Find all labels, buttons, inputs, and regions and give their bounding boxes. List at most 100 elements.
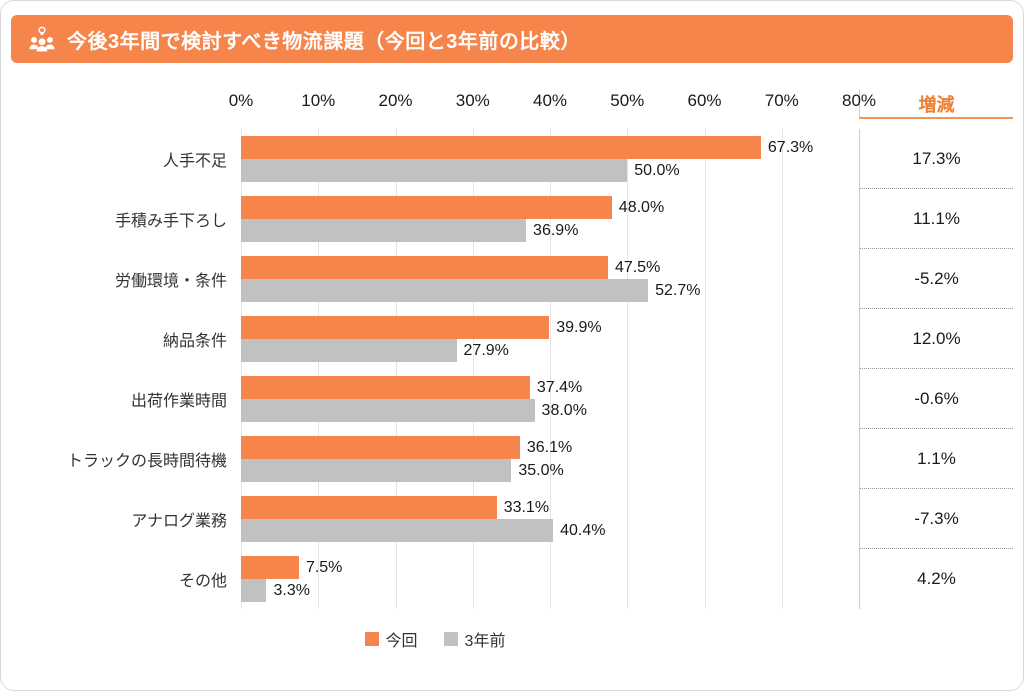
bar-previous (241, 219, 527, 242)
bar-value-label: 36.9% (533, 221, 579, 239)
bar-value-label: 39.9% (556, 318, 602, 336)
legend-swatch (443, 632, 458, 646)
gridline (627, 129, 629, 609)
bar-pair: 39.9% 27.9% (241, 309, 859, 369)
gridline (472, 129, 474, 609)
x-axis-tick: 40% (532, 91, 568, 110)
bar-pair: 7.5% 3.3% (241, 549, 859, 609)
bar-previous (241, 279, 649, 302)
x-axis-tick: 10% (301, 91, 336, 110)
bar-line: 48.0% (241, 196, 859, 219)
bar-value-label: 37.4% (536, 378, 583, 396)
change-value-label: -0.6% (914, 388, 959, 408)
bar-value-label: 38.0% (541, 401, 587, 419)
x-axis-tick: 70% (764, 91, 799, 110)
bar-current (241, 196, 612, 219)
bar-line: 36.1% (241, 436, 859, 459)
bar-value-label: 50.0% (634, 161, 680, 179)
bar-line: 52.7% (241, 279, 859, 302)
category-label: 手積み手下ろし (114, 213, 227, 230)
bar-value-label: 47.5% (614, 258, 661, 276)
legend-label: 3年前 (464, 633, 506, 650)
gridline (781, 129, 783, 609)
bar-value-label: 35.0% (518, 461, 564, 479)
bar-value-label: 33.1% (503, 498, 550, 516)
bar-line: 50.0% (241, 159, 859, 182)
bar-current (241, 496, 497, 519)
chart-row: 労働環境・条件 47.5% 52.7% -5.2% (11, 249, 1013, 309)
bar-line: 39.9% (241, 316, 859, 339)
change-value: 12.0% (859, 309, 1013, 369)
category-label: 出荷作業時間 (130, 393, 227, 410)
bar-value-label: 7.5% (305, 558, 343, 576)
legend-swatch (364, 632, 379, 646)
change-value-label: 12.0% (912, 328, 961, 348)
x-axis-tick: 30% (455, 91, 490, 110)
category-label: トラックの長時間待機 (66, 453, 227, 470)
x-axis: 0% 10% 20% 30% 40% 50% 60% 70% 80% (229, 89, 876, 119)
bar-current (241, 316, 550, 339)
bar-value-label: 48.0% (618, 198, 665, 216)
chart-row: 手積み手下ろし 48.0% 36.9% 11.1% (11, 189, 1013, 249)
bar-line: 33.1% (241, 496, 859, 519)
bar-previous (241, 519, 554, 542)
legend: 今回 3年前 (11, 627, 859, 651)
bar-value-label: 40.4% (560, 521, 606, 539)
gridline (318, 129, 320, 609)
chart-row: アナログ業務 33.1% 40.4% -7.3% (11, 489, 1013, 549)
chart-row: その他 7.5% 3.3% 4.2% (11, 549, 1013, 609)
bar-previous (241, 579, 267, 602)
change-value: 17.3% (859, 129, 1013, 189)
bar-value-label: 36.1% (526, 438, 573, 456)
legend-item: 3年前 (443, 627, 506, 651)
gridline (395, 129, 397, 609)
gridline (241, 129, 242, 609)
x-axis-row: 0% 10% 20% 30% 40% 50% 60% 70% 80% 増減 (11, 89, 1013, 119)
bar-value-label: 52.7% (655, 281, 701, 299)
category-label: 納品条件 (162, 333, 227, 350)
bar-line: 36.9% (241, 219, 859, 242)
category-label: 人手不足 (162, 153, 227, 170)
change-value-label: 1.1% (917, 448, 956, 468)
category-label: その他 (178, 573, 227, 590)
bar-current (241, 436, 520, 459)
change-value: 11.1% (859, 189, 1013, 249)
chart-title: 今後3年間で検討すべき物流課題（今回と3年前の比較） (67, 30, 581, 53)
change-value-label: 11.1% (913, 208, 960, 228)
bar-line: 47.5% (241, 256, 859, 279)
change-value-label: -5.2% (914, 268, 959, 288)
chart-row: 人手不足 67.3% 50.0% 17.3% (11, 129, 1013, 189)
change-value-label: 17.3% (912, 148, 961, 168)
legend-label: 今回 (385, 633, 418, 650)
bar-pair: 48.0% 36.9% (241, 189, 859, 249)
legend-item: 今回 (364, 627, 418, 651)
x-axis-tick: 60% (687, 91, 722, 110)
bar-pair: 67.3% 50.0% (241, 129, 859, 189)
bar-pair: 47.5% 52.7% (241, 249, 859, 309)
gridline (550, 129, 551, 609)
bar-pair: 37.4% 38.0% (241, 369, 859, 429)
x-axis-tick: 50% (610, 91, 645, 110)
bar-line: 38.0% (241, 399, 859, 422)
bar-value-label: 3.3% (273, 581, 310, 599)
x-axis-tick: 20% (378, 91, 413, 110)
change-value: 1.1% (859, 429, 1013, 489)
chart-rows: 人手不足 67.3% 50.0% 17.3% 手積み手下ろし 48.0% 36.9% 11.1… (11, 129, 1013, 609)
bar-pair: 33.1% 40.4% (241, 489, 859, 549)
bar-current (241, 256, 608, 279)
chart-plot-area: 人手不足 67.3% 50.0% 17.3% 手積み手下ろし 48.0% 36.9% 11.1… (11, 129, 1013, 609)
bar-previous (241, 399, 535, 422)
bar-line: 35.0% (241, 459, 859, 482)
bar-line: 67.3% (241, 136, 859, 159)
bar-line: 40.4% (241, 519, 859, 542)
bar-previous (241, 159, 628, 182)
chart-row: トラックの長時間待機 36.1% 35.0% 1.1% (11, 429, 1013, 489)
x-axis-tick: 0% (228, 91, 254, 110)
change-value: -7.3% (859, 489, 1013, 549)
bar-current (241, 376, 530, 399)
bar-current (241, 136, 761, 159)
bar-value-label: 67.3% (767, 138, 814, 156)
change-value-label: -7.3% (914, 508, 959, 528)
bar-line: 3.3% (241, 579, 859, 602)
